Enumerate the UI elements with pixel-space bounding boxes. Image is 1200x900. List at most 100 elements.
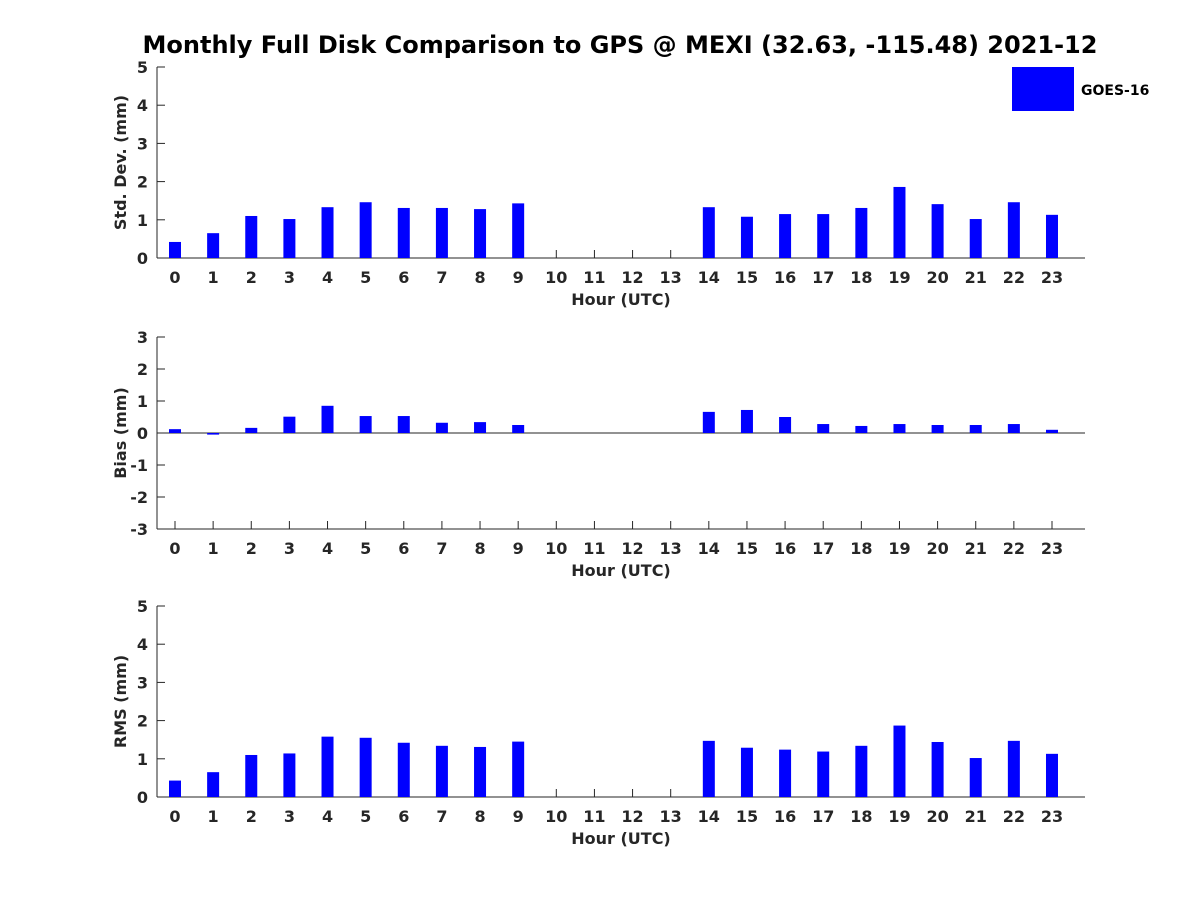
- x-tick-label: 2: [246, 268, 257, 287]
- bar-hour-21: [969, 425, 982, 433]
- bar-hour-2: [245, 754, 258, 797]
- legend-swatch: [1012, 67, 1074, 111]
- bar-hour-6: [397, 742, 410, 797]
- x-tick-label: 16: [774, 539, 796, 558]
- y-tick-label: 0: [137, 249, 148, 268]
- x-tick-label: 20: [926, 268, 948, 287]
- x-tick-label: 1: [208, 539, 219, 558]
- x-tick-label: 9: [513, 268, 524, 287]
- x-tick-label: 20: [926, 807, 948, 826]
- bar-hour-20: [931, 741, 944, 797]
- x-tick-label: 2: [246, 807, 257, 826]
- bar-hour-2: [245, 427, 258, 433]
- bar-hour-2: [245, 215, 258, 258]
- bar-hour-0: [169, 780, 181, 797]
- x-tick-label: 5: [360, 807, 371, 826]
- x-tick-label: 23: [1041, 268, 1063, 287]
- bar-hour-18: [855, 207, 868, 258]
- bar-hour-8: [474, 746, 487, 797]
- x-tick-label: 12: [621, 807, 643, 826]
- x-tick-label: 23: [1041, 807, 1063, 826]
- y-tick-label: 0: [137, 424, 148, 443]
- bar-hour-9: [512, 741, 525, 797]
- bar-hour-7: [435, 745, 448, 797]
- bar-hour-5: [359, 737, 372, 797]
- x-tick-label: 15: [736, 268, 758, 287]
- x-tick-label: 6: [398, 268, 409, 287]
- legend-label: GOES-16: [1081, 83, 1149, 99]
- x-tick-label: 3: [284, 539, 295, 558]
- x-tick-label: 16: [774, 807, 796, 826]
- bar-hour-9: [512, 203, 525, 258]
- x-tick-label: 12: [621, 539, 643, 558]
- y-tick-label: -1: [130, 456, 148, 475]
- x-tick-label: 5: [360, 268, 371, 287]
- x-axis-label: Hour (UTC): [571, 290, 671, 309]
- x-tick-label: 3: [284, 807, 295, 826]
- y-tick-label: 5: [137, 58, 148, 77]
- x-tick-label: 22: [1003, 807, 1025, 826]
- bar-hour-8: [474, 209, 487, 258]
- x-tick-label: 21: [965, 268, 987, 287]
- bar-hour-16: [779, 214, 792, 258]
- bar-hour-20: [931, 425, 944, 433]
- bar-hour-14: [702, 411, 715, 433]
- bar-hour-5: [359, 202, 372, 258]
- bar-hour-18: [855, 425, 868, 433]
- x-tick-label: 16: [774, 268, 796, 287]
- bar-hour-8: [474, 422, 487, 433]
- x-tick-label: 22: [1003, 268, 1025, 287]
- x-tick-label: 8: [474, 268, 485, 287]
- x-tick-label: 18: [850, 539, 872, 558]
- x-tick-label: 0: [169, 539, 180, 558]
- x-tick-label: 10: [545, 268, 567, 287]
- x-tick-label: 22: [1003, 539, 1025, 558]
- bar-hour-0: [169, 241, 181, 258]
- bar-hour-21: [969, 758, 982, 797]
- x-tick-label: 15: [736, 539, 758, 558]
- x-tick-label: 21: [965, 807, 987, 826]
- y-tick-label: -3: [130, 520, 148, 539]
- bar-hour-7: [435, 422, 448, 433]
- x-tick-label: 6: [398, 807, 409, 826]
- bar-hour-21: [969, 219, 982, 258]
- y-tick-label: 3: [137, 328, 148, 347]
- x-tick-label: 17: [812, 807, 834, 826]
- chart-title: Monthly Full Disk Comparison to GPS @ ME…: [143, 31, 1098, 59]
- bar-hour-1: [207, 233, 220, 258]
- bar-hour-23: [1045, 753, 1058, 797]
- x-tick-label: 3: [284, 268, 295, 287]
- bar-hour-17: [817, 424, 830, 433]
- y-tick-label: 3: [137, 673, 148, 692]
- x-tick-label: 9: [513, 807, 524, 826]
- x-tick-label: 7: [436, 807, 447, 826]
- x-tick-label: 10: [545, 539, 567, 558]
- y-tick-label: 2: [137, 173, 148, 192]
- x-tick-label: 5: [360, 539, 371, 558]
- bar-hour-22: [1007, 740, 1020, 797]
- y-tick-label: 3: [137, 134, 148, 153]
- bar-hour-0: [169, 429, 181, 433]
- x-tick-label: 7: [436, 539, 447, 558]
- bar-hour-6: [397, 416, 410, 433]
- y-tick-label: 2: [137, 360, 148, 379]
- bar-hour-4: [321, 736, 334, 797]
- y-axis-label: RMS (mm): [111, 655, 130, 748]
- x-tick-label: 0: [169, 268, 180, 287]
- y-tick-label: 2: [137, 712, 148, 731]
- bar-hour-18: [855, 745, 868, 797]
- x-tick-label: 18: [850, 268, 872, 287]
- bar-hour-19: [893, 725, 906, 797]
- bar-hour-19: [893, 186, 906, 258]
- x-tick-label: 6: [398, 539, 409, 558]
- bar-hour-14: [702, 740, 715, 797]
- bar-hour-22: [1007, 202, 1020, 258]
- x-tick-label: 11: [583, 807, 605, 826]
- legend: GOES-16: [1012, 67, 1149, 111]
- x-tick-label: 13: [660, 268, 682, 287]
- bar-hour-17: [817, 214, 830, 258]
- bar-hour-19: [893, 424, 906, 433]
- x-tick-label: 23: [1041, 539, 1063, 558]
- x-tick-label: 14: [698, 539, 720, 558]
